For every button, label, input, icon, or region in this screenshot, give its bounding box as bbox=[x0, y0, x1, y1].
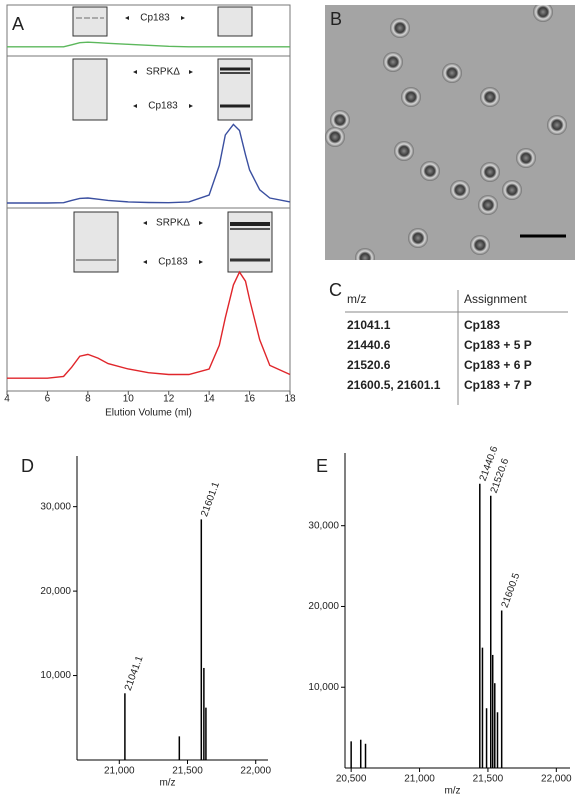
particle bbox=[478, 195, 498, 215]
particle bbox=[330, 110, 350, 130]
panel-label: C bbox=[329, 280, 342, 300]
x-axis-title: m/z bbox=[444, 786, 460, 797]
x-tick-label: 22,000 bbox=[240, 766, 271, 777]
table-cell: 21440.6 bbox=[347, 338, 391, 352]
assignment-table: m/z Assignment bbox=[345, 290, 568, 405]
particle bbox=[480, 162, 500, 182]
table-cell: Cp183 + 7 P bbox=[464, 378, 532, 392]
x-axis-title: Elution Volume (ml) bbox=[105, 408, 192, 419]
panel-label: E bbox=[316, 456, 328, 476]
particle bbox=[480, 87, 500, 107]
particle bbox=[516, 148, 536, 168]
table-cell: Cp183 + 5 P bbox=[464, 338, 532, 352]
particle bbox=[394, 141, 414, 161]
particle bbox=[401, 87, 421, 107]
y-tick-label: 30,000 bbox=[40, 501, 71, 512]
particle bbox=[450, 180, 470, 200]
particle bbox=[408, 228, 428, 248]
table-cell: 21041.1 bbox=[347, 318, 391, 332]
gel-images bbox=[72, 6, 273, 273]
y-tick-label: 10,000 bbox=[308, 682, 339, 693]
x-tick-label: 4 bbox=[4, 394, 10, 405]
particle bbox=[470, 235, 490, 255]
x-tick-label: 21,000 bbox=[404, 774, 435, 785]
particle bbox=[442, 63, 462, 83]
peak-label: 21601.1 bbox=[199, 480, 222, 518]
micrograph bbox=[325, 5, 575, 260]
elution-trace bbox=[7, 41, 290, 48]
peak-label: 21041.1 bbox=[123, 654, 146, 692]
panel-a-frame bbox=[6, 4, 291, 392]
x-tick-label: 21,500 bbox=[172, 766, 203, 777]
peak-label: 21600.5 bbox=[500, 571, 523, 609]
panel-label: D bbox=[21, 456, 34, 476]
panel-label: B bbox=[330, 9, 342, 29]
x-axis-title: m/z bbox=[159, 778, 175, 789]
y-tick-label: 20,000 bbox=[308, 601, 339, 612]
gel-label: SRPKΔ bbox=[156, 218, 190, 229]
x-tick-label: 16 bbox=[244, 394, 256, 405]
panel-label: A bbox=[12, 14, 24, 34]
y-tick-label: 20,000 bbox=[40, 586, 71, 597]
particle bbox=[383, 52, 403, 72]
particle bbox=[533, 5, 553, 22]
x-tick-label: 22,000 bbox=[541, 774, 572, 785]
x-tick-label: 21,000 bbox=[104, 766, 135, 777]
gel-label: Cp183 bbox=[140, 13, 170, 24]
gel-label: SRPKΔ bbox=[146, 67, 180, 78]
table-cell: Cp183 bbox=[464, 318, 500, 332]
table-cell: 21600.5, 21601.1 bbox=[347, 378, 441, 392]
elution-trace bbox=[7, 123, 291, 204]
x-tick-label: 20,500 bbox=[336, 774, 367, 785]
table-cell: Cp183 + 6 P bbox=[464, 358, 532, 372]
y-tick-label: 30,000 bbox=[308, 520, 339, 531]
particle bbox=[390, 18, 410, 38]
gel-label: Cp183 bbox=[148, 101, 178, 112]
x-tick-label: 10 bbox=[123, 394, 135, 405]
x-tick-label: 12 bbox=[163, 394, 175, 405]
gel-label: Cp183 bbox=[158, 257, 188, 268]
particle bbox=[355, 248, 375, 260]
particle bbox=[502, 180, 522, 200]
particle bbox=[420, 161, 440, 181]
elution-trace bbox=[7, 270, 291, 379]
table-header: m/z bbox=[347, 292, 366, 306]
particle bbox=[547, 115, 567, 135]
x-tick-label: 21,500 bbox=[473, 774, 504, 785]
x-tick-label: 14 bbox=[204, 394, 216, 405]
x-tick-label: 18 bbox=[284, 394, 296, 405]
table-cell: 21520.6 bbox=[347, 358, 391, 372]
particle bbox=[325, 127, 345, 147]
y-tick-label: 10,000 bbox=[40, 670, 71, 681]
table-header: Assignment bbox=[464, 292, 527, 306]
x-tick-label: 6 bbox=[45, 394, 51, 405]
x-tick-label: 8 bbox=[85, 394, 91, 405]
